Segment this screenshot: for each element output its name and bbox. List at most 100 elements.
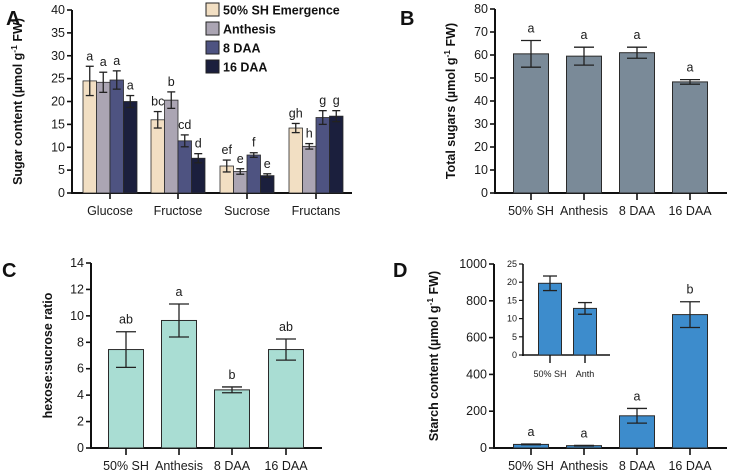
bar [566,55,602,194]
y-tick-label: 30 [51,49,65,63]
y-tick-label: 0 [58,186,65,200]
inset-y-tick-label: 15 [507,295,517,305]
significance-letter: e [237,152,244,166]
legend-swatch [205,21,220,36]
significance-letter: f [252,136,256,150]
bar [109,79,124,194]
panel-letter: D [393,260,407,282]
significance-letter: g [319,94,326,108]
inset-x-tick-label: Anth [576,369,595,379]
y-tick-label: 600 [466,331,487,345]
significance-letter: a [528,22,535,36]
y-tick-label: 30 [474,117,488,131]
bar [329,115,344,194]
legend-item: 8 DAA [205,40,261,56]
y-tick-label: 200 [466,404,487,418]
significance-letter: a [100,55,107,69]
bar [315,117,330,194]
bar [672,314,708,449]
significance-letter: a [86,49,93,63]
legend-label: 16 DAA [223,61,267,75]
significance-letter: ab [119,313,133,327]
y-tick-label: 10 [51,140,65,154]
x-tick-label: 8 DAA [619,204,656,218]
inset-y-tick-label: 20 [507,277,517,287]
y-tick-label: 10 [474,163,488,177]
panel-letter: B [400,8,414,30]
x-tick-label: 8 DAA [619,459,656,473]
inset-chart: 0 5 10 15 20 25 50% SH Anth [497,258,614,389]
significance-letter: h [306,127,313,141]
y-tick-label: 2 [77,415,84,429]
bar [260,175,275,194]
y-axis-title: Sugar content (µmol g-1 FW) [9,18,25,185]
y-tick-label: 1000 [459,257,487,271]
significance-letter: a [113,54,120,68]
significance-letter: a [176,285,183,299]
inset-y-tick-label: 10 [507,314,517,324]
y-tick-label: 4 [77,388,84,402]
y-tick-label: 400 [466,367,487,381]
y-tick-label: 40 [474,94,488,108]
y-tick-label: 80 [474,2,488,16]
panel-letter: A [6,8,20,30]
bar [268,349,304,449]
significance-letter: ef [222,143,233,157]
y-tick-label: 15 [51,117,65,131]
bar [150,119,165,194]
significance-letter: b [687,283,694,297]
y-tick-label: 12 [70,282,84,296]
legend-label: 50% SH Emergence [223,4,340,18]
y-tick-label: 60 [474,48,488,62]
bar [513,53,549,194]
y-tick-label: 70 [474,25,488,39]
significance-letter: bc [151,95,164,109]
bar [246,154,261,194]
legend-swatch [205,40,220,55]
y-axis-title: hexose:sucrose ratio [41,292,55,418]
x-tick-label: 16 DAA [264,459,308,473]
legend-label: 8 DAA [223,42,261,56]
significance-letter: cd [178,118,191,132]
legend: 50% SH Emergence Anthesis 8 DAA 16 DAA [205,2,340,75]
bar [302,145,317,194]
x-tick-label: 50% SH [103,459,149,473]
x-tick-label: Fructose [154,204,203,218]
significance-letter: a [634,389,641,403]
y-tick-label: 50 [474,71,488,85]
y-tick-label: 0 [480,441,487,455]
y-tick-label: 20 [474,140,488,154]
x-tick-label: 50% SH [508,459,554,473]
significance-letter: a [687,61,694,75]
y-tick-label: 35 [51,26,65,40]
x-tick-label: Anthesis [560,204,608,218]
bar [82,80,97,194]
legend-swatch [205,2,220,17]
significance-letter: g [333,94,340,108]
bar [164,99,179,194]
inset-bar [538,282,562,356]
significance-letter: a [581,28,588,42]
x-tick-label: Anthesis [155,459,203,473]
x-tick-label: 16 DAA [668,459,712,473]
significance-letter: ab [279,320,293,334]
inset-y-tick-label: 5 [512,332,517,342]
panel-letter: C [2,260,16,282]
significance-letter: a [127,79,134,93]
bar [214,389,250,449]
panel-b: B Total sugars (µmol g-1 FW) 0 10 20 30 40 50 60… [400,2,727,218]
significance-letter: b [229,368,236,382]
legend-item: Anthesis [205,21,276,37]
y-tick-label: 8 [77,335,84,349]
bar [161,319,197,449]
legend-swatch [205,59,220,74]
legend-item: 50% SH Emergence [205,2,340,18]
inset-y-tick-label: 25 [507,259,517,269]
significance-letter: a [634,28,641,42]
bar [123,101,138,194]
inset-bar [573,307,597,356]
